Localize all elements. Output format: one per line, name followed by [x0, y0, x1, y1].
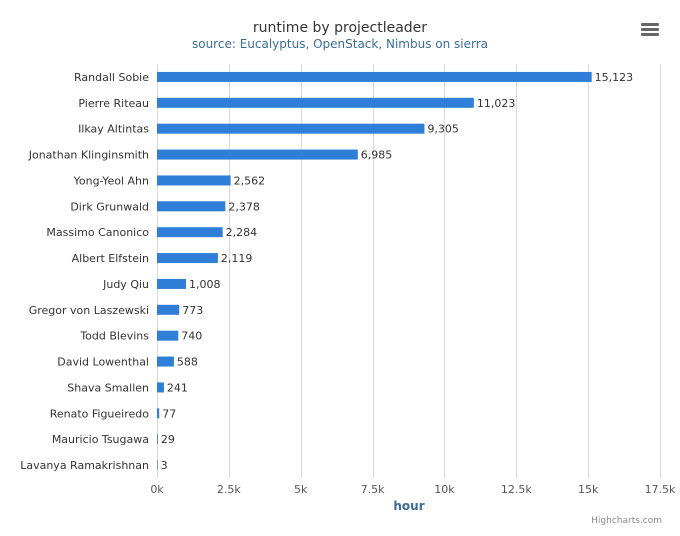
data-label: 3	[161, 459, 168, 472]
data-label: 77	[162, 407, 176, 420]
category-labels: Randall Sobie Pierre Riteau Ilkay Altintas…	[20, 71, 149, 472]
x-tick-label: 0k	[150, 483, 164, 496]
x-tick-labels: 0k 2.5k 5k 7.5k 10k 12.5k 15k 17.5k	[150, 483, 676, 496]
category-label: Pierre Riteau	[78, 97, 149, 110]
x-tick-label: 10k	[434, 483, 455, 496]
bar[interactable]	[157, 356, 174, 367]
x-tick-label: 2.5k	[217, 483, 241, 496]
category-label: Todd Blevins	[79, 330, 149, 343]
x-tick-label: 17.5k	[645, 483, 676, 496]
bar[interactable]	[157, 71, 592, 82]
menu-icon-bar	[641, 23, 659, 26]
data-label: 588	[177, 356, 198, 369]
chart-title: runtime by projectleader	[253, 20, 427, 36]
menu-icon-bar	[641, 33, 659, 36]
category-label: Dirk Grunwald	[70, 200, 149, 213]
category-label: Renato Figueiredo	[50, 407, 150, 420]
category-label: Mauricio Tsugawa	[52, 433, 149, 446]
category-label: Albert Elfstein	[72, 252, 149, 265]
category-label: Randall Sobie	[74, 71, 149, 84]
credits[interactable]: Highcharts.com	[591, 516, 662, 526]
category-label: Shava Smallen	[67, 381, 149, 394]
bar[interactable]	[157, 175, 231, 186]
chart-subtitle: source: Eucalyptus, OpenStack, Nimbus on…	[192, 37, 488, 51]
data-label: 9,305	[427, 123, 459, 136]
bars	[157, 71, 592, 471]
category-label: Lavanya Ramakrishnan	[20, 459, 149, 472]
bar[interactable]	[157, 408, 160, 419]
category-label: Yong-Yeol Ahn	[73, 174, 149, 187]
bar[interactable]	[157, 460, 158, 471]
category-label: David Lowenthal	[57, 356, 149, 369]
x-tick-label: 5k	[294, 483, 308, 496]
data-label: 2,119	[221, 252, 253, 265]
x-tick-label: 15k	[578, 483, 599, 496]
menu-icon-bar	[641, 28, 659, 31]
bar[interactable]	[157, 123, 425, 134]
menu-icon[interactable]	[641, 23, 659, 36]
category-label: Ilkay Altintas	[78, 123, 149, 136]
bar[interactable]	[157, 201, 226, 212]
bar[interactable]	[157, 382, 164, 393]
data-label: 6,985	[361, 149, 393, 162]
category-label: Jonathan Klinginsmith	[28, 149, 149, 162]
bar[interactable]	[157, 278, 186, 289]
category-label: Gregor von Laszewski	[29, 304, 149, 317]
bar[interactable]	[157, 149, 358, 160]
bar[interactable]	[157, 253, 218, 264]
data-label: 11,023	[477, 97, 516, 110]
data-label: 2,284	[226, 226, 258, 239]
x-tick-label: 7.5k	[361, 483, 385, 496]
bar[interactable]	[157, 97, 474, 108]
data-label: 241	[167, 381, 188, 394]
data-label: 29	[161, 433, 175, 446]
bar[interactable]	[157, 330, 179, 341]
x-axis-title: hour	[393, 499, 424, 513]
x-tick-label: 12.5k	[501, 483, 532, 496]
data-label: 2,378	[228, 200, 260, 213]
data-labels: 15,123 11,023 9,305 6,985 2,562 2,378 2,284 2,1…	[161, 71, 634, 472]
category-label: Massimo Canonico	[46, 226, 149, 239]
bar[interactable]	[157, 304, 180, 315]
bar[interactable]	[157, 227, 223, 238]
category-label: Judy Qiu	[102, 278, 149, 291]
data-label: 740	[181, 330, 202, 343]
data-label: 2,562	[234, 174, 266, 187]
data-label: 15,123	[595, 71, 634, 84]
data-label: 773	[182, 304, 203, 317]
data-label: 1,008	[189, 278, 221, 291]
bar[interactable]	[157, 434, 158, 445]
